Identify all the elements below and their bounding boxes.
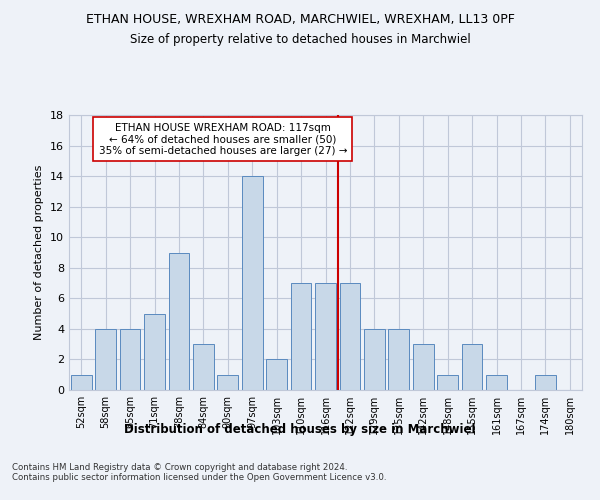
Bar xyxy=(95,329,116,390)
Text: ETHAN HOUSE WREXHAM ROAD: 117sqm
← 64% of detached houses are smaller (50)
35% o: ETHAN HOUSE WREXHAM ROAD: 117sqm ← 64% o… xyxy=(98,122,347,156)
Bar xyxy=(217,374,238,390)
Text: Contains HM Land Registry data © Crown copyright and database right 2024.
Contai: Contains HM Land Registry data © Crown c… xyxy=(12,462,386,482)
Bar xyxy=(71,374,92,390)
Bar xyxy=(144,314,165,390)
Bar xyxy=(119,329,140,390)
Y-axis label: Number of detached properties: Number of detached properties xyxy=(34,165,44,340)
Bar xyxy=(242,176,263,390)
Bar xyxy=(364,329,385,390)
Bar xyxy=(169,252,190,390)
Text: Size of property relative to detached houses in Marchwiel: Size of property relative to detached ho… xyxy=(130,32,470,46)
Text: Distribution of detached houses by size in Marchwiel: Distribution of detached houses by size … xyxy=(124,422,476,436)
Bar xyxy=(535,374,556,390)
Bar xyxy=(340,283,361,390)
Bar xyxy=(193,344,214,390)
Bar xyxy=(290,283,311,390)
Bar xyxy=(388,329,409,390)
Bar xyxy=(315,283,336,390)
Bar xyxy=(461,344,482,390)
Bar xyxy=(486,374,507,390)
Text: ETHAN HOUSE, WREXHAM ROAD, MARCHWIEL, WREXHAM, LL13 0PF: ETHAN HOUSE, WREXHAM ROAD, MARCHWIEL, WR… xyxy=(86,12,514,26)
Bar xyxy=(437,374,458,390)
Bar xyxy=(413,344,434,390)
Bar xyxy=(266,360,287,390)
